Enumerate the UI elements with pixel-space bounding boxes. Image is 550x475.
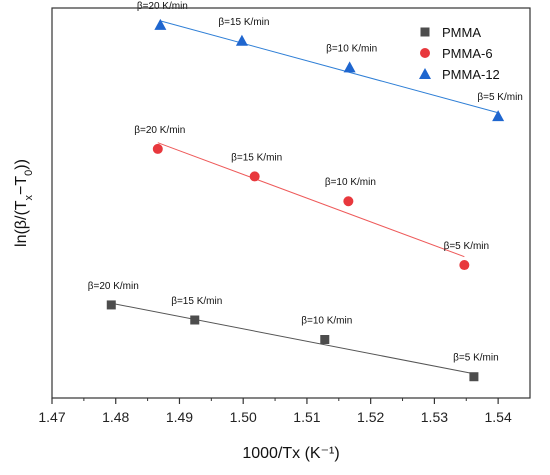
- y-axis-title: ln(β/(Tx−T0)): [13, 159, 35, 247]
- point-label: β=5 K/min: [477, 92, 523, 103]
- data-point-square: [190, 315, 200, 325]
- point-label: β=15 K/min: [171, 296, 222, 307]
- fit-lines: [111, 20, 499, 375]
- data-point-circle: [249, 171, 260, 182]
- y-axis-title-sub-0: 0: [23, 170, 35, 176]
- data-point-square: [106, 300, 116, 310]
- x-tick-label: 1.49: [166, 409, 193, 425]
- y-axis-title-end: )): [13, 159, 30, 170]
- data-point-triangle: [343, 61, 356, 73]
- point-label: β=5 K/min: [453, 353, 499, 364]
- point-label: β=15 K/min: [218, 17, 269, 28]
- fit-line: [111, 302, 475, 375]
- point-label: β=20 K/min: [137, 1, 188, 12]
- y-axis-title-mid: −T: [13, 176, 30, 195]
- data-point-triangle: [154, 18, 167, 30]
- x-tick-label: 1.52: [357, 409, 384, 425]
- legend-label: PMMA-12: [442, 67, 500, 82]
- point-labels: β=20 K/min β=15 K/min β=10 K/min β=5 K/min β…: [88, 1, 523, 364]
- x-tick-label: 1.51: [293, 409, 320, 425]
- y-axis-title-main: ln(β/(T: [13, 200, 30, 247]
- data-point-square: [320, 335, 330, 344]
- x-tick-label: 1.48: [102, 409, 129, 425]
- x-tick-label: 1.47: [38, 409, 65, 425]
- data-points: [106, 18, 505, 382]
- data-point-circle: [420, 48, 430, 58]
- point-label: β=20 K/min: [88, 281, 139, 292]
- data-point-triangle: [419, 68, 431, 79]
- legend-label: PMMA: [442, 25, 481, 40]
- data-point-square: [420, 27, 430, 37]
- plot-frame: [51, 7, 531, 399]
- data-point-circle: [459, 260, 470, 271]
- legend-label: PMMA-6: [442, 46, 493, 61]
- point-label: β=10 K/min: [325, 177, 376, 188]
- x-axis-title: 1000/Tx (K⁻¹): [242, 445, 339, 462]
- data-point-square: [469, 372, 479, 382]
- point-label: β=20 K/min: [134, 125, 185, 136]
- point-label: β=5 K/min: [444, 241, 490, 252]
- x-tick-label: 1.50: [230, 409, 257, 425]
- fit-line: [157, 142, 465, 258]
- data-point-circle: [343, 196, 354, 207]
- x-tick-label: 1.53: [421, 409, 448, 425]
- legend: PMMA PMMA-6 PMMA-12: [419, 25, 500, 82]
- data-point-triangle: [235, 34, 248, 46]
- x-axis-ticks: 1.47 1.48 1.49 1.50 1.51 1.52 1.53 1.54: [38, 398, 512, 425]
- data-point-circle: [152, 143, 163, 154]
- data-point-triangle: [492, 110, 505, 122]
- x-tick-label: 1.54: [485, 409, 512, 425]
- fit-line: [160, 20, 499, 114]
- point-label: β=15 K/min: [231, 152, 282, 163]
- point-label: β=10 K/min: [301, 316, 352, 327]
- point-label: β=10 K/min: [326, 43, 377, 54]
- y-axis-title-sub-x: x: [23, 194, 35, 200]
